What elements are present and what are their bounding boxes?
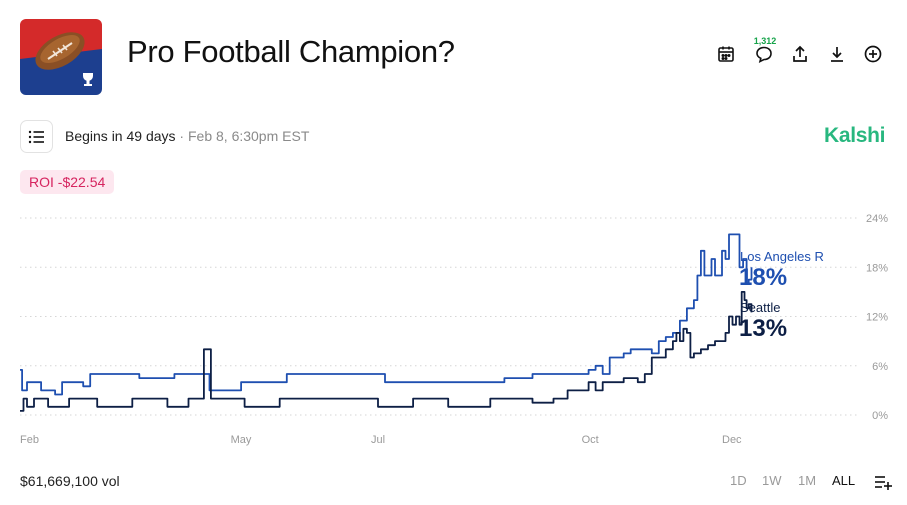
begins-text: Begins in 49 days: [65, 128, 176, 144]
roi-badge: ROI -$22.54: [20, 170, 115, 194]
brand-logo[interactable]: Kalshi: [824, 124, 886, 147]
y-tick-label: 24%: [866, 213, 888, 225]
series-name-label: Seattle: [740, 300, 780, 315]
x-tick-label: Dec: [722, 434, 742, 446]
series-value-label: 18%: [739, 264, 787, 291]
add-series-icon[interactable]: [874, 473, 892, 491]
list-icon: [28, 130, 44, 143]
y-tick-label: 0%: [872, 410, 888, 422]
add-circle-icon[interactable]: [861, 42, 885, 66]
range-all[interactable]: ALL: [832, 473, 856, 488]
y-tick-label: 6%: [872, 361, 888, 373]
y-tick-label: 12%: [866, 312, 888, 324]
share-icon[interactable]: [788, 42, 812, 66]
series-name-label: Los Angeles R: [740, 249, 824, 264]
range-1m[interactable]: 1M: [798, 473, 817, 488]
series-line-0: [20, 233, 753, 396]
toolbar: 1,312: [710, 36, 890, 66]
series-value-label: 13%: [739, 315, 787, 342]
series-line-1: [20, 291, 753, 412]
menu-button[interactable]: [20, 120, 53, 153]
x-tick-label: Jul: [371, 434, 385, 446]
x-tick-label: Oct: [582, 434, 599, 446]
volume-text: $61,669,100 vol: [20, 473, 120, 489]
x-tick-label: May: [231, 434, 252, 446]
event-date: Feb 8, 6:30pm EST: [187, 128, 310, 144]
market-logo: [20, 19, 102, 95]
y-tick-label: 18%: [866, 262, 888, 274]
comment-icon[interactable]: [752, 42, 776, 66]
schedule-info: Begins in 49 days · Feb 8, 6:30pm EST: [65, 128, 309, 144]
range-selector: 1D 1W 1M ALL: [724, 473, 894, 491]
separator: ·: [179, 128, 185, 144]
range-1d[interactable]: 1D: [730, 473, 747, 488]
x-tick-label: Feb: [20, 434, 39, 446]
price-chart: 24% 18% 12% 6% 0% Feb May Jul Oct Dec Los Angele…: [20, 213, 888, 446]
download-icon[interactable]: [825, 42, 849, 66]
market-title: Pro Football Champion?: [127, 34, 455, 69]
calendar-icon[interactable]: [714, 42, 738, 66]
comment-count: 1,312: [753, 36, 777, 46]
range-1w[interactable]: 1W: [762, 473, 782, 488]
